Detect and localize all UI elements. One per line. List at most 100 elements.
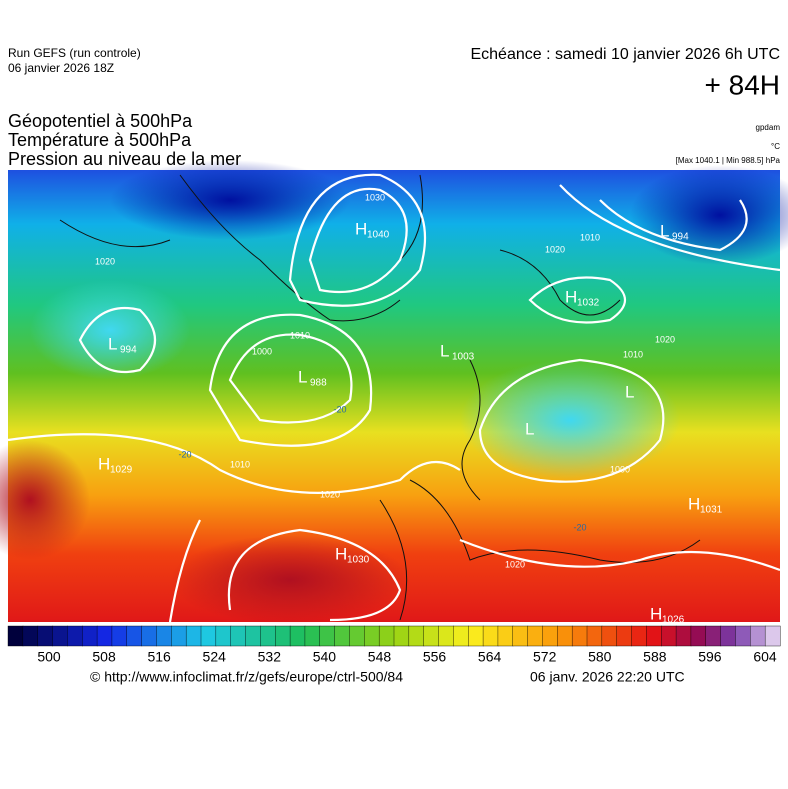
isobar-label: 1010 — [290, 330, 310, 340]
colorbar-swatch — [171, 625, 187, 647]
colorbar-swatch — [275, 625, 291, 647]
colorbar-swatch — [260, 625, 276, 647]
colorbar-tick-label: 580 — [588, 649, 612, 665]
isobar-label: 1030 — [365, 192, 385, 202]
colorbar-tick-label: 532 — [258, 649, 282, 665]
unit: gpdam — [756, 123, 781, 132]
colorbar-tick-label: 524 — [203, 649, 227, 665]
colorbar-swatch — [378, 625, 395, 647]
colorbar-tick-label: 556 — [423, 649, 447, 665]
colorbar-swatch — [304, 625, 321, 647]
colorbar-swatch — [423, 625, 440, 647]
center-letter: L — [298, 367, 307, 386]
colorbar-swatch — [438, 625, 454, 647]
isobar-label: 1020 — [95, 256, 115, 266]
colorbar-swatch — [720, 625, 736, 647]
colorbar-swatch — [349, 625, 365, 647]
colorbar-swatch — [468, 625, 484, 647]
colorbar-swatch — [141, 625, 157, 647]
center-value: 1029 — [110, 465, 133, 476]
colorbar-swatch — [482, 625, 499, 647]
isobar-label: 1020 — [320, 489, 340, 499]
colorbar-tick-label: 516 — [147, 649, 171, 665]
colorbar-swatch — [705, 625, 722, 647]
colorbar-swatch — [750, 625, 766, 647]
center-value: 988 — [310, 378, 327, 389]
center-value: 1040 — [367, 230, 390, 241]
colorbar-swatch — [601, 625, 618, 647]
colorbar-tick-label: 588 — [643, 649, 667, 665]
colorbar-swatch — [319, 625, 336, 647]
center-letter: H — [688, 494, 700, 513]
colorbar-swatch — [571, 625, 588, 647]
center-letter: L — [525, 419, 534, 438]
center-letter: H — [650, 604, 662, 623]
run-date: 06 janvier 2026 18Z — [8, 61, 114, 75]
colorbar-swatch — [631, 625, 647, 647]
isobar-label: 1010 — [230, 459, 250, 469]
colorbar-swatch — [215, 625, 232, 647]
colorbar-swatch — [408, 625, 425, 647]
unit: °C — [771, 142, 780, 151]
isobar-label: 1020 — [655, 334, 675, 344]
colorbar-tick-label: 596 — [698, 649, 722, 665]
colorbar-swatch — [675, 625, 692, 647]
center-value: 994 — [672, 232, 689, 243]
colorbar-swatch — [586, 625, 603, 647]
colorbar-swatch — [200, 625, 217, 647]
colorbar-swatch — [557, 625, 573, 647]
colorbar-swatch — [230, 625, 247, 647]
colorbar-swatch — [393, 625, 410, 647]
center-value: 1030 — [347, 555, 370, 566]
colorbar-swatch — [542, 625, 558, 647]
colorbar-swatch — [185, 625, 202, 647]
center-value: 1031 — [700, 505, 723, 516]
colorbar-swatch — [453, 625, 469, 647]
unit: [Max 1040.1 | Min 988.5] hPa — [676, 156, 781, 165]
center-letter: H — [565, 287, 577, 306]
center-letter: L — [625, 382, 634, 401]
colorbar-swatch — [512, 625, 529, 647]
colorbar-swatch — [22, 625, 39, 647]
colorbar-swatch — [527, 625, 543, 647]
center-value: 1026 — [662, 615, 685, 626]
center-letter: H — [98, 454, 110, 473]
center-letter: L — [108, 334, 117, 353]
colorbar-swatch — [82, 625, 98, 647]
colorbar-swatch — [7, 625, 24, 647]
isobar-label: 1010 — [580, 232, 600, 242]
colorbar: 500 508 516 524 532 540 548 556 564 572 580 588 596 6… — [7, 625, 781, 665]
colorbar-tick-label: 508 — [92, 649, 116, 665]
colorbar-tick-label: 548 — [368, 649, 392, 665]
colorbar-swatch — [616, 625, 633, 647]
center-letter: L — [440, 341, 449, 360]
colorbar-swatch — [96, 625, 113, 647]
colorbar-swatch — [764, 625, 781, 647]
colorbar-tick-label: 564 — [478, 649, 502, 665]
colorbar-swatch — [646, 625, 662, 647]
center-letter: H — [355, 219, 367, 238]
colorbar-swatch — [245, 625, 261, 647]
colorbar-swatch — [661, 625, 677, 647]
center-value: 1003 — [452, 352, 475, 363]
isobar-label: -20 — [333, 404, 346, 414]
colorbar-swatch — [334, 625, 350, 647]
echeance: Echéance : samedi 10 janvier 2026 6h UTC — [470, 46, 780, 63]
title: Température à 500hPa — [8, 130, 192, 150]
center-letter: L — [660, 221, 669, 240]
colorbar-swatch — [690, 625, 707, 647]
colorbar-tick-label: 572 — [533, 649, 557, 665]
timestamp: 06 janv. 2026 22:20 UTC — [530, 669, 685, 685]
colorbar-tick-label: 500 — [37, 649, 61, 665]
colorbar-swatch — [497, 625, 514, 647]
isobar-label: -20 — [178, 449, 191, 459]
colorbar-swatch — [111, 625, 128, 647]
run-label: Run GEFS (run controle) — [8, 46, 141, 60]
colorbar-tick-label: 540 — [313, 649, 337, 665]
colorbar-swatch — [156, 625, 172, 647]
isobar-label: -20 — [573, 522, 586, 532]
colorbar-swatch — [52, 625, 68, 647]
center-letter: H — [335, 544, 347, 563]
map — [0, 160, 788, 625]
